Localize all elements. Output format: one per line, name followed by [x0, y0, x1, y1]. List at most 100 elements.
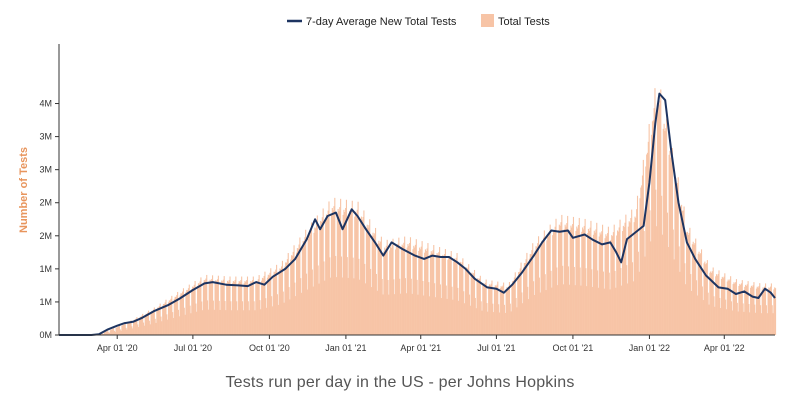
total-tests-bar [607, 233, 609, 335]
total-tests-bar [141, 315, 143, 335]
total-tests-bar [671, 148, 673, 335]
total-tests-bar [202, 282, 204, 335]
total-tests-bar [212, 300, 214, 335]
total-tests-bar [462, 258, 464, 335]
total-tests-bar [691, 244, 693, 335]
total-tests-bar [246, 276, 249, 335]
total-tests-bar [538, 277, 540, 335]
total-tests-bar [417, 294, 419, 335]
total-tests-bar [367, 227, 369, 335]
total-tests-bar [475, 308, 477, 335]
total-tests-bar [429, 254, 431, 335]
total-tests-bar [582, 227, 584, 335]
total-tests-bar [731, 310, 733, 335]
total-tests-bar [177, 291, 179, 335]
total-tests-bar [578, 217, 580, 335]
total-tests-bar [226, 280, 229, 335]
total-tests-bar [212, 275, 214, 335]
total-tests-bar [412, 249, 414, 335]
total-tests-bar [124, 323, 126, 335]
total-tests-bar [705, 263, 708, 335]
total-tests-bar [376, 290, 378, 335]
total-tests-bar [273, 271, 275, 335]
total-tests-bar [558, 224, 560, 335]
total-tests-bar [165, 299, 167, 335]
total-tests-bar [450, 251, 452, 335]
total-tests-bar [186, 289, 188, 335]
total-tests-bar [109, 330, 111, 335]
total-tests-bar [313, 232, 315, 335]
total-tests-bar [318, 283, 320, 335]
total-tests-bar [728, 280, 730, 335]
total-tests-bar [596, 222, 598, 335]
total-tests-bar [140, 316, 142, 335]
total-tests-bar [579, 267, 581, 335]
total-tests-bar [321, 217, 323, 335]
total-tests-bar [674, 180, 676, 335]
total-tests-bar [359, 279, 361, 335]
total-tests-bar [600, 234, 602, 335]
y-tick-label: 0M [39, 330, 52, 340]
total-tests-bar [251, 281, 253, 335]
total-tests-bar [741, 280, 743, 335]
total-tests-bar [562, 265, 564, 335]
total-tests-bar [707, 292, 709, 335]
total-tests-bar [592, 234, 594, 335]
total-tests-bar [745, 284, 747, 335]
total-tests-bar [661, 234, 663, 335]
total-tests-bar [734, 283, 736, 335]
total-tests-bar [470, 274, 472, 335]
total-tests-bar [521, 292, 523, 335]
total-tests-bar [205, 278, 207, 335]
total-tests-bar [489, 285, 491, 335]
total-tests-bar [686, 232, 688, 335]
total-tests-bar [557, 229, 560, 335]
total-tests-bar [117, 327, 119, 335]
total-tests-bar [254, 310, 256, 335]
total-tests-bar [442, 254, 444, 335]
total-tests-bar [529, 254, 531, 335]
total-tests-bar [428, 282, 430, 335]
total-tests-bar [345, 207, 347, 335]
total-tests-bar [532, 243, 534, 335]
total-tests-bar [485, 279, 487, 335]
total-tests-bar [750, 287, 752, 335]
total-tests-bar [337, 208, 339, 335]
x-tick-label: Oct 01 '21 [553, 343, 594, 353]
total-tests-bar [167, 319, 169, 335]
total-tests-bar [666, 212, 668, 335]
total-tests-bar [720, 308, 722, 335]
total-tests-bar [146, 313, 148, 335]
total-tests-bar [267, 274, 269, 335]
total-tests-bar [702, 300, 704, 335]
total-tests-bar [621, 285, 623, 335]
total-tests-bar [391, 244, 393, 335]
total-tests-bar [735, 279, 738, 335]
total-tests-bar [498, 304, 500, 335]
total-tests-bar [671, 155, 673, 335]
y-axis-label: Number of Tests [18, 147, 30, 233]
total-tests-bar [770, 283, 772, 335]
total-tests-bar [272, 274, 274, 335]
total-tests-bar [620, 268, 622, 335]
total-tests-bar [262, 278, 264, 335]
total-tests-bar [670, 157, 672, 335]
total-tests-bar [602, 271, 604, 335]
total-tests-bar [261, 280, 263, 335]
total-tests-bar [278, 271, 280, 335]
total-tests-bar [206, 274, 208, 335]
total-tests-bar [364, 263, 366, 335]
total-tests-bar [761, 289, 763, 335]
total-tests-bar [310, 222, 313, 335]
total-tests-bar [509, 303, 511, 335]
total-tests-bar [266, 307, 268, 335]
total-tests-bar [286, 259, 288, 335]
total-tests-bar [316, 215, 318, 335]
y-tick-label: 2M [39, 198, 52, 208]
total-tests-bar [643, 231, 645, 335]
total-tests-bar [773, 289, 775, 335]
total-tests-bar [242, 310, 244, 335]
total-tests-bar [613, 224, 615, 335]
total-tests-bar [444, 254, 446, 335]
total-tests-bar [118, 326, 120, 335]
